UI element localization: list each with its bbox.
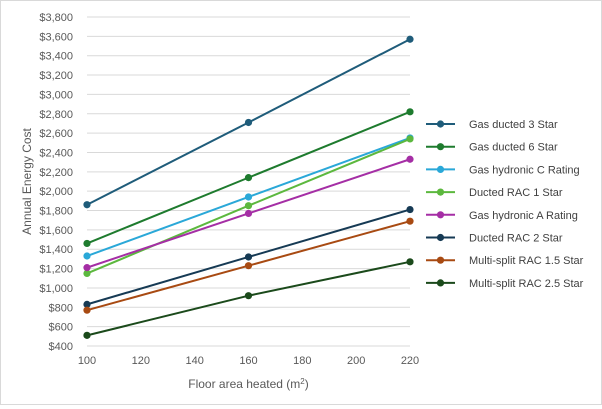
data-point — [406, 217, 414, 225]
data-point — [244, 292, 253, 300]
legend-swatch-marker — [436, 211, 445, 219]
legend-swatch-marker — [436, 256, 445, 264]
x-tick-label: 180 — [293, 355, 311, 367]
data-point — [406, 258, 414, 266]
series-0 — [83, 35, 414, 209]
data-point — [83, 252, 91, 260]
legend-swatch-marker — [436, 279, 445, 287]
y-tick-label: $1,800 — [39, 206, 73, 218]
y-tick-label: $3,200 — [39, 70, 73, 82]
legend-label: Ducted RAC 1 Star — [469, 187, 563, 199]
data-point — [406, 205, 414, 214]
legend-label: Gas hydronic C Rating — [469, 164, 580, 176]
y-tick-label: $600 — [49, 322, 73, 334]
y-tick-label: $2,800 — [39, 109, 73, 121]
y-tick-label: $800 — [49, 302, 73, 314]
series-6 — [83, 217, 414, 314]
data-point — [83, 300, 91, 308]
legend-label: Multi-split RAC 2.5 Star — [469, 278, 584, 290]
legend-item: Multi-split RAC 1.5 Star — [426, 255, 584, 267]
legend: Gas ducted 3 Star Gas ducted 6 Star Gas hy… — [426, 119, 584, 290]
data-point — [244, 193, 253, 201]
legend-label: Ducted RAC 2 Star — [469, 233, 563, 245]
legend-item: Gas hydronic C Rating — [426, 164, 580, 176]
y-tick-label: $1,600 — [39, 225, 73, 237]
legend-swatch-marker — [436, 188, 445, 196]
data-point — [244, 118, 253, 127]
y-tick-label: $2,200 — [39, 167, 73, 179]
y-tick-label: $2,600 — [39, 128, 73, 140]
x-tick-label: 100 — [78, 355, 96, 367]
legend-item: Gas hydronic A Rating — [426, 210, 578, 222]
data-point — [83, 264, 91, 272]
data-point — [406, 155, 414, 163]
legend-swatch-marker — [436, 233, 445, 242]
series-5 — [83, 205, 414, 308]
series-2 — [83, 134, 414, 260]
series-4 — [83, 155, 414, 272]
y-tick-label: $1,200 — [39, 264, 73, 276]
data-point — [406, 35, 414, 43]
x-tick-label: 200 — [347, 355, 365, 367]
data-point — [244, 202, 253, 210]
series-1 — [83, 108, 414, 248]
x-axis-title: Floor area heated (m2) — [188, 377, 309, 392]
legend-label: Gas hydronic A Rating — [469, 210, 578, 222]
legend-label: Multi-split RAC 1.5 Star — [469, 255, 584, 267]
x-tick-label: 160 — [239, 355, 257, 367]
data-point — [406, 108, 414, 116]
y-tick-label: $3,800 — [39, 12, 73, 24]
series-3 — [83, 135, 414, 278]
legend-item: Ducted RAC 2 Star — [426, 233, 563, 245]
legend-swatch-marker — [436, 120, 445, 128]
data-point — [406, 135, 414, 143]
series-7 — [83, 258, 414, 339]
y-tick-label: $2,000 — [39, 186, 73, 198]
series-lines — [83, 35, 414, 339]
y-tick-label: $3,400 — [39, 51, 73, 63]
data-point — [83, 239, 91, 248]
y-axis-title: Annual Energy Cost — [20, 127, 34, 234]
data-point — [83, 201, 91, 209]
legend-swatch-marker — [436, 143, 445, 151]
data-point — [244, 174, 253, 182]
data-point — [83, 306, 91, 314]
legend-item: Multi-split RAC 2.5 Star — [426, 278, 584, 290]
x-tick-label: 140 — [185, 355, 203, 367]
legend-item: Gas ducted 3 Star — [426, 119, 558, 131]
x-tick-label: 120 — [132, 355, 150, 367]
data-point — [244, 209, 253, 218]
data-point — [244, 262, 253, 270]
y-axis-tick-labels: $400 $600 $800 $1,000 $1,200 $1,400 $1,600 $1,8… — [39, 12, 73, 353]
y-tick-label: $1,400 — [39, 244, 73, 256]
y-tick-label: $3,600 — [39, 31, 73, 43]
x-axis-tick-labels: 100 120 140 160 180 200 220 — [78, 355, 419, 367]
data-point — [83, 331, 91, 339]
data-point — [83, 269, 91, 278]
legend-swatch-marker — [436, 165, 445, 173]
legend-label: Gas ducted 3 Star — [469, 119, 558, 131]
y-tick-label: $2,400 — [39, 147, 73, 159]
x-tick-label: 220 — [401, 355, 419, 367]
y-tick-label: $1,000 — [39, 283, 73, 295]
legend-item: Ducted RAC 1 Star — [426, 187, 563, 199]
data-point — [244, 253, 253, 261]
y-tick-label: $3,000 — [39, 89, 73, 101]
legend-item: Gas ducted 6 Star — [426, 142, 558, 154]
y-tick-label: $400 — [49, 341, 73, 353]
legend-label: Gas ducted 6 Star — [469, 142, 558, 154]
